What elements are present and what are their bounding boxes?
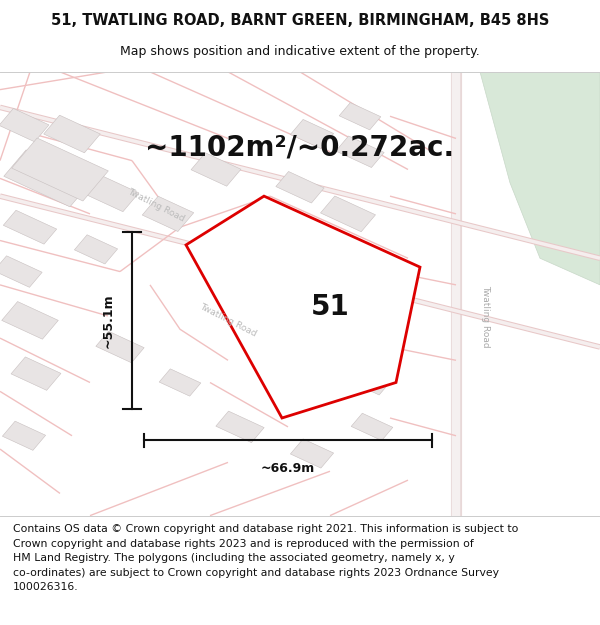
Polygon shape: [11, 138, 109, 201]
Text: Twatling Road: Twatling Road: [126, 187, 186, 223]
Text: ~55.1m: ~55.1m: [101, 293, 115, 348]
Polygon shape: [159, 369, 201, 396]
Polygon shape: [276, 171, 324, 203]
Polygon shape: [320, 196, 376, 232]
Text: ~66.9m: ~66.9m: [261, 462, 315, 476]
Polygon shape: [2, 421, 46, 451]
Polygon shape: [2, 301, 58, 339]
Text: 51, TWATLING ROAD, BARNT GREEN, BIRMINGHAM, B45 8HS: 51, TWATLING ROAD, BARNT GREEN, BIRMINGH…: [51, 12, 549, 28]
Polygon shape: [44, 115, 100, 153]
Text: 51: 51: [311, 293, 349, 321]
Polygon shape: [142, 196, 194, 231]
Polygon shape: [4, 150, 92, 207]
Polygon shape: [326, 306, 370, 335]
Polygon shape: [339, 102, 381, 130]
Text: Twatling Road: Twatling Road: [198, 302, 258, 339]
Polygon shape: [354, 370, 390, 395]
Polygon shape: [186, 196, 420, 418]
Polygon shape: [3, 210, 57, 244]
Text: Contains OS data © Crown copyright and database right 2021. This information is : Contains OS data © Crown copyright and d…: [13, 524, 518, 592]
Text: Map shows position and indicative extent of the property.: Map shows position and indicative extent…: [120, 45, 480, 58]
Polygon shape: [216, 411, 264, 442]
Polygon shape: [336, 251, 384, 283]
Text: Twatling Road: Twatling Road: [482, 284, 491, 348]
Polygon shape: [74, 235, 118, 264]
Polygon shape: [11, 357, 61, 391]
Polygon shape: [0, 108, 49, 142]
Polygon shape: [191, 152, 241, 186]
Polygon shape: [0, 256, 42, 288]
Polygon shape: [351, 413, 393, 441]
Text: ~1102m²/~0.272ac.: ~1102m²/~0.272ac.: [145, 133, 455, 161]
Polygon shape: [290, 119, 334, 149]
Polygon shape: [290, 439, 334, 468]
Polygon shape: [480, 72, 600, 285]
Polygon shape: [77, 172, 139, 212]
Polygon shape: [336, 136, 384, 168]
Polygon shape: [96, 331, 144, 362]
